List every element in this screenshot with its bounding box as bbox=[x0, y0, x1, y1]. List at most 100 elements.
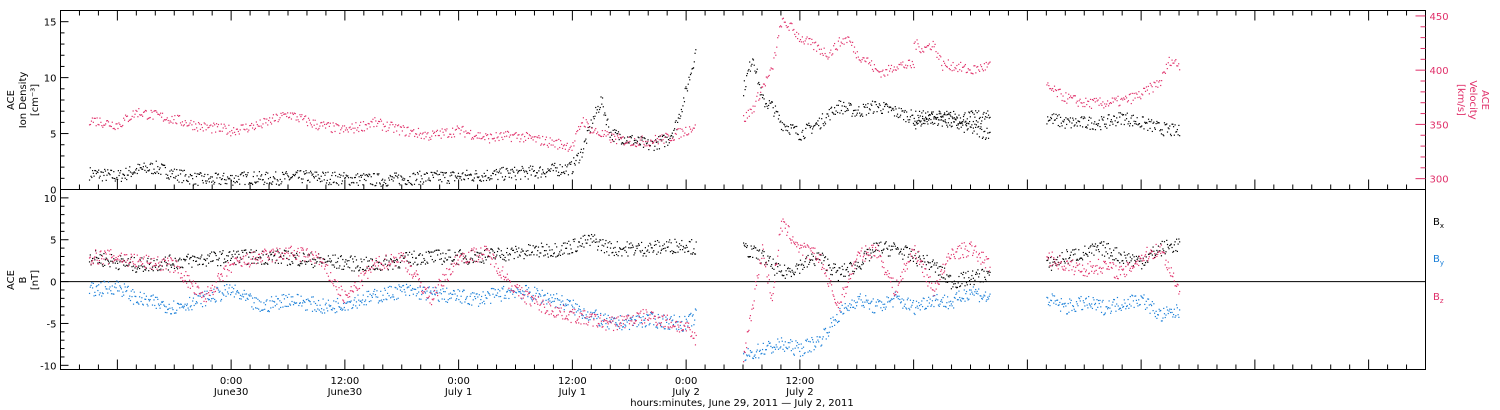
Bx-point bbox=[1138, 260, 1141, 262]
By-point bbox=[805, 340, 808, 342]
density-point bbox=[171, 173, 173, 175]
velocity-point bbox=[957, 70, 959, 73]
velocity-point bbox=[287, 112, 289, 114]
Bx-point bbox=[603, 252, 606, 254]
density-point bbox=[538, 170, 540, 172]
density-point bbox=[354, 176, 356, 179]
density-point bbox=[304, 173, 306, 175]
Bx-point bbox=[203, 258, 205, 260]
velocity-point bbox=[282, 112, 284, 114]
By-point bbox=[240, 298, 242, 300]
velocity-point bbox=[474, 135, 476, 137]
velocity-point bbox=[131, 115, 133, 118]
velocity-point bbox=[266, 118, 268, 120]
Bx-point bbox=[905, 245, 907, 247]
Bx-point bbox=[798, 263, 800, 266]
velocity-point bbox=[405, 134, 407, 136]
Bx-point bbox=[937, 274, 940, 276]
density-point bbox=[325, 182, 328, 184]
density-point bbox=[373, 173, 375, 175]
density-point bbox=[950, 126, 952, 128]
By-point bbox=[753, 355, 755, 357]
density-point bbox=[131, 172, 133, 174]
Bx-point bbox=[653, 244, 656, 246]
density-point bbox=[752, 58, 754, 60]
Bx-point bbox=[1163, 241, 1166, 243]
velocity-point bbox=[897, 68, 899, 70]
By-point bbox=[619, 327, 621, 329]
Bx-point bbox=[1137, 257, 1139, 259]
density-point bbox=[831, 111, 833, 113]
By-point bbox=[592, 311, 594, 314]
By-point bbox=[126, 286, 129, 288]
By-point bbox=[638, 315, 640, 317]
Bx-point bbox=[276, 259, 278, 261]
density-point bbox=[201, 175, 203, 177]
density-point bbox=[363, 178, 366, 181]
By-point bbox=[786, 348, 789, 350]
velocity-point bbox=[470, 138, 473, 140]
density-point bbox=[1138, 122, 1141, 125]
By-point bbox=[629, 317, 631, 319]
By-point bbox=[116, 290, 119, 292]
By-point bbox=[681, 320, 683, 323]
density-point bbox=[1058, 114, 1060, 116]
density-point bbox=[694, 52, 696, 54]
Bx-point bbox=[380, 263, 383, 266]
Bx-point bbox=[1146, 260, 1148, 262]
Bx-point bbox=[352, 258, 354, 260]
velocity-point bbox=[449, 133, 451, 135]
Bx-point bbox=[666, 241, 668, 243]
Bx-point bbox=[201, 263, 204, 266]
density-point bbox=[984, 130, 986, 132]
Bx-point bbox=[508, 259, 510, 261]
velocity-point bbox=[959, 69, 961, 71]
Bx-point bbox=[495, 256, 497, 258]
velocity-point bbox=[970, 72, 972, 74]
Bx-point bbox=[771, 263, 773, 266]
By-point bbox=[788, 346, 790, 348]
By-point bbox=[116, 280, 118, 282]
Bx-point bbox=[606, 246, 609, 248]
velocity-point bbox=[556, 139, 558, 141]
velocity-point bbox=[898, 63, 900, 66]
velocity-point bbox=[530, 137, 532, 139]
density-point bbox=[951, 125, 953, 127]
density-point bbox=[459, 177, 461, 179]
Bx-point bbox=[537, 250, 539, 252]
Bx-point bbox=[301, 263, 303, 265]
Bx-point bbox=[286, 264, 289, 266]
density-point bbox=[176, 168, 178, 171]
density-point bbox=[559, 164, 561, 166]
density-point bbox=[529, 165, 532, 167]
density-point bbox=[1147, 118, 1150, 120]
Bx-point bbox=[845, 269, 847, 271]
Bx-point bbox=[866, 248, 868, 251]
Bx-point bbox=[1110, 255, 1112, 257]
By-point bbox=[543, 295, 545, 297]
velocity-point bbox=[519, 141, 521, 143]
Bx-point bbox=[1081, 257, 1083, 259]
By-point bbox=[509, 291, 512, 293]
velocity-point bbox=[292, 113, 294, 116]
By-point bbox=[104, 286, 107, 288]
Bx-point bbox=[814, 264, 816, 267]
density-point bbox=[799, 138, 802, 141]
Bx-point bbox=[437, 254, 439, 256]
Bx-point bbox=[813, 263, 815, 265]
By-point bbox=[686, 320, 688, 322]
Bx-point bbox=[472, 261, 474, 264]
density-point bbox=[136, 172, 138, 175]
Bx-point bbox=[452, 260, 454, 262]
Bx-point bbox=[363, 259, 365, 261]
velocity-point bbox=[351, 123, 353, 125]
Bx-point bbox=[975, 273, 977, 276]
By-point bbox=[306, 309, 308, 311]
density-point bbox=[645, 143, 648, 145]
By-point bbox=[111, 285, 113, 287]
velocity-point bbox=[461, 126, 463, 128]
x-tick-label-3: 12:00 bbox=[558, 376, 587, 387]
density-point bbox=[415, 179, 417, 182]
By-point bbox=[488, 293, 490, 295]
By-point bbox=[161, 301, 163, 303]
